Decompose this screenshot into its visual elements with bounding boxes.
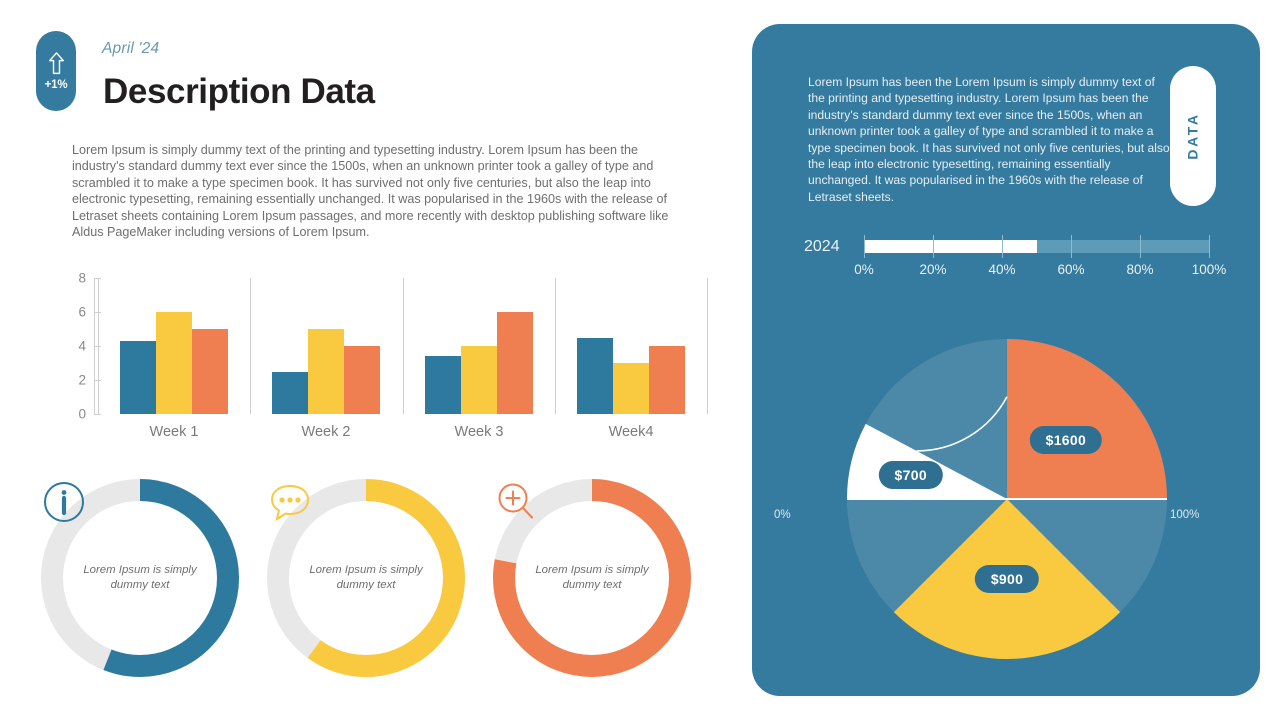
donut-card[interactable]: Lorem Ipsum is simply dummy text xyxy=(492,478,692,678)
y-tick-mark xyxy=(94,414,101,415)
bar-chart-y-axis: 0 2 4 6 8 xyxy=(62,270,101,422)
bar-chart: 0 2 4 6 8 Week 1 Week 2 Week 3 Week4 xyxy=(62,270,708,452)
progress-tick-label: 100% xyxy=(1191,262,1227,277)
pie-chart: 0% 100% $1600 $900 $700 xyxy=(774,324,1232,674)
data-tab[interactable]: DATA xyxy=(1170,66,1216,206)
data-panel: DATA Lorem Ipsum has been the Lorem Ipsu… xyxy=(752,24,1260,696)
panel-paragraph: Lorem Ipsum has been the Lorem Ipsum is … xyxy=(808,75,1170,204)
bar xyxy=(649,346,685,414)
bar-group-bars xyxy=(98,278,250,414)
y-tick-label: 0 xyxy=(78,406,86,422)
bar-group-label: Week 2 xyxy=(301,424,351,440)
bar-group-bars xyxy=(250,278,402,414)
bar-group: Week4 xyxy=(555,278,707,440)
y-tick-label: 8 xyxy=(78,270,86,286)
donut-ring xyxy=(41,479,239,677)
kpi-badge-value: +1% xyxy=(44,79,68,91)
bar-group-bars xyxy=(403,278,555,414)
bar xyxy=(344,346,380,414)
y-tick-mark xyxy=(94,278,101,279)
y-tick-mark xyxy=(94,346,101,347)
donut-value-arc xyxy=(493,479,691,677)
bar-group-separator xyxy=(403,278,404,414)
y-tick-label: 4 xyxy=(78,338,86,354)
progress-gridline xyxy=(1002,235,1003,258)
donut-ring xyxy=(493,479,691,677)
progress-track[interactable] xyxy=(864,235,1210,258)
pie-chart-svg xyxy=(847,339,1167,659)
y-tick-label: 2 xyxy=(78,372,86,388)
donut-group: Lorem Ipsum is simply dummy text Lorem Ip… xyxy=(40,478,740,678)
donut-ring xyxy=(267,479,465,677)
bar-group-separator xyxy=(250,278,251,414)
bar xyxy=(192,329,228,414)
progress-tick-label: 60% xyxy=(1057,262,1085,277)
bar xyxy=(120,340,156,414)
date-eyebrow: April '24 xyxy=(102,40,160,57)
arrow-up-icon xyxy=(48,52,64,75)
progress-gridline xyxy=(1140,235,1141,258)
progress-tick-label: 20% xyxy=(919,262,947,277)
info-icon xyxy=(44,482,84,522)
bar-group-label: Week4 xyxy=(608,424,654,440)
bar xyxy=(156,312,192,414)
bar-group-separator xyxy=(98,278,99,414)
pie-slice-label: $700 xyxy=(878,461,943,489)
donut-caption: Lorem Ipsum is simply dummy text xyxy=(535,564,649,591)
progress-tick-label: 0% xyxy=(854,262,874,277)
bar xyxy=(497,312,533,414)
pie-slice xyxy=(1007,339,1167,499)
pie-guide-arc xyxy=(916,396,1008,452)
progress-gridline xyxy=(864,235,865,258)
donut-card[interactable]: Lorem Ipsum is simply dummy text xyxy=(266,478,466,678)
bar xyxy=(308,329,344,414)
donut-value-arc xyxy=(267,479,465,677)
bar-chart-plot: Week 1 Week 2 Week 3 Week4 xyxy=(98,278,708,440)
chat-bubble-icon xyxy=(270,484,310,522)
donut-content: Lorem Ipsum is simply dummy text xyxy=(40,478,240,678)
zoom-in-icon xyxy=(498,483,533,519)
progress-axis-labels: 0% 20% 40% 60% 80% 100% xyxy=(844,262,1229,282)
donut-caption: Lorem Ipsum is simply dummy text xyxy=(83,564,197,591)
bar-group-separator xyxy=(555,278,556,414)
pie-slice-label: $1600 xyxy=(1029,426,1103,455)
bar xyxy=(577,337,613,414)
lead-paragraph: Lorem Ipsum is simply dummy text of the … xyxy=(72,143,669,240)
donut-card[interactable]: Lorem Ipsum is simply dummy text xyxy=(40,478,240,678)
progress-gridline xyxy=(933,235,934,258)
y-tick-mark xyxy=(94,312,101,313)
progress-gridline xyxy=(1071,235,1072,258)
y-tick-label: 6 xyxy=(78,304,86,320)
progress-year-label: 2024 xyxy=(804,238,840,255)
progress-tick-label: 80% xyxy=(1126,262,1154,277)
bar-group: Week 3 xyxy=(403,278,555,440)
kpi-badge: +1% xyxy=(36,31,76,111)
bar-group-label: Week 1 xyxy=(149,424,199,440)
pie-axis-min-label: 0% xyxy=(774,509,791,521)
bar xyxy=(425,356,461,414)
data-tab-label: DATA xyxy=(1185,112,1201,160)
bar-group-separator xyxy=(707,278,708,414)
donut-content: Lorem Ipsum is simply dummy text xyxy=(266,478,466,678)
donut-value-arc xyxy=(41,479,239,677)
bar-group-label: Week 3 xyxy=(454,424,504,440)
y-tick-mark xyxy=(94,380,101,381)
progress-chart: 2024 0% 20% 40% 60% 80% 100% xyxy=(804,235,1226,296)
progress-gridline xyxy=(1209,235,1210,258)
donut-content: Lorem Ipsum is simply dummy text xyxy=(492,478,692,678)
progress-tick-label: 40% xyxy=(988,262,1016,277)
donut-caption: Lorem Ipsum is simply dummy text xyxy=(309,564,423,591)
bar-group-bars xyxy=(555,278,707,414)
page-title: Description Data xyxy=(103,72,375,111)
pie-slice-label: $900 xyxy=(974,565,1040,593)
progress-fill xyxy=(864,240,1037,253)
left-column: +1% April '24 Description Data Lorem Ips… xyxy=(36,31,740,678)
bar-group: Week 2 xyxy=(250,278,402,440)
bar xyxy=(613,363,649,414)
bar xyxy=(272,371,308,414)
bar-group: Week 1 xyxy=(98,278,250,440)
bar xyxy=(461,346,497,414)
pie-axis-max-label: 100% xyxy=(1170,509,1200,521)
